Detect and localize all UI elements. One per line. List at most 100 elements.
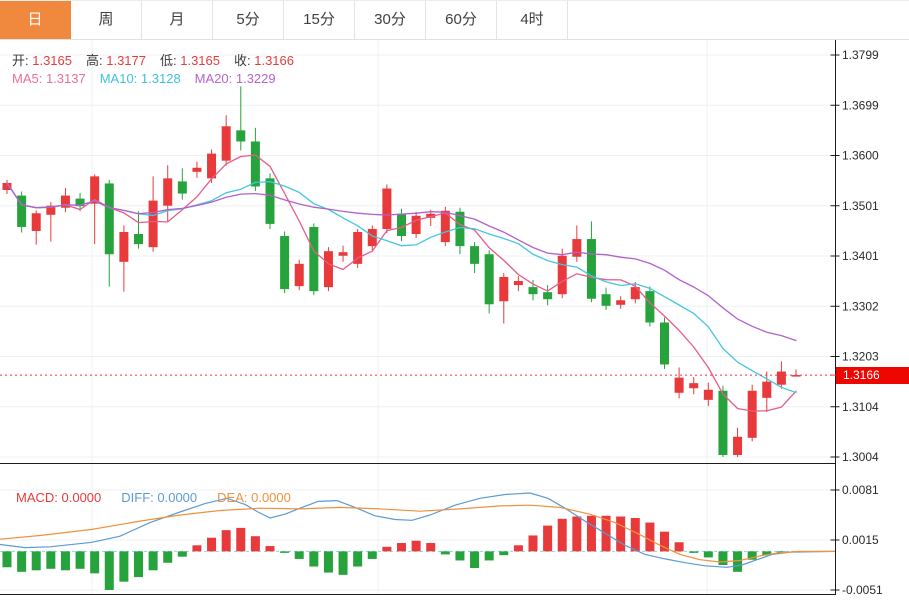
candle-body-up bbox=[338, 252, 348, 256]
candle-body-up bbox=[382, 188, 392, 229]
macd-legend: MACD: 0.0000 DIFF: 0.0000 DEA: 0.0000 bbox=[16, 490, 311, 505]
macd-hist-bar-up bbox=[513, 545, 523, 552]
candle-body-down bbox=[280, 236, 290, 290]
candle-body-down bbox=[470, 246, 480, 264]
macd-hist-bar-down bbox=[31, 551, 41, 571]
tab-period-2[interactable]: 月 bbox=[142, 1, 213, 39]
macd-hist-bar-up bbox=[192, 545, 202, 552]
macd-hist-bar-up bbox=[616, 516, 626, 552]
macd-hist-bar-down bbox=[499, 551, 509, 556]
ohlc-legend-item-3: 收: 1.3166 bbox=[234, 53, 294, 68]
macd-hist-bar-up bbox=[411, 540, 421, 552]
macd-hist-bar-down bbox=[104, 551, 114, 590]
tab-period-7[interactable]: 4时 bbox=[497, 1, 568, 39]
current-price-badge: 1.3166 bbox=[836, 367, 909, 384]
macd-hist-bar-down bbox=[747, 551, 757, 560]
tab-period-3[interactable]: 5分 bbox=[213, 1, 284, 39]
macd-hist-bar-up bbox=[426, 543, 436, 552]
candle-body-down bbox=[718, 390, 728, 455]
macd-hist-bar-down bbox=[689, 551, 699, 553]
ma20-line bbox=[6, 182, 797, 342]
macd-hist-bar-up bbox=[207, 537, 217, 552]
candle-body-up bbox=[163, 178, 173, 206]
candle-body-down bbox=[645, 291, 655, 323]
candle-body-up bbox=[689, 383, 699, 389]
candle-body-up bbox=[499, 276, 509, 302]
macd-hist-bar-down bbox=[718, 551, 728, 565]
ma-legend-item-1: MA10: 1.3128 bbox=[99, 71, 181, 86]
main-axis-label: 1.3501 bbox=[842, 199, 879, 213]
candle-body-up bbox=[46, 205, 56, 215]
candle-body-up bbox=[747, 390, 757, 438]
tab-period-0[interactable]: 日 bbox=[0, 1, 71, 39]
diff-line bbox=[0, 492, 836, 568]
tab-bar: 日周月 5分 15分 30分 60分 4时 bbox=[0, 0, 909, 40]
tab-period-6[interactable]: 60分 bbox=[426, 1, 497, 39]
candle-body-up bbox=[294, 263, 304, 287]
candle-body-down bbox=[455, 211, 465, 247]
tab-period-5[interactable]: 30分 bbox=[355, 1, 426, 39]
main-axis-label: 1.3600 bbox=[842, 149, 879, 163]
macd-hist-bar-down bbox=[75, 551, 85, 569]
candle-body-up bbox=[572, 239, 582, 257]
candle-body-up bbox=[513, 281, 523, 286]
macd-hist-bar-up bbox=[645, 522, 655, 552]
main-axis-label: 1.3203 bbox=[842, 350, 879, 364]
candle-body-up bbox=[192, 167, 202, 172]
macd-hist-bar-up bbox=[586, 515, 596, 552]
macd-hist-bar-down bbox=[294, 551, 304, 559]
ma-legend: MA5: 1.3137 MA10: 1.3128 MA20: 1.3229 bbox=[12, 71, 290, 86]
macd-hist-bar-up bbox=[265, 546, 275, 552]
macd-hist-bar-down bbox=[2, 551, 12, 568]
candle-body-up bbox=[426, 213, 436, 218]
candle-body-up bbox=[221, 126, 231, 161]
candle-body-up bbox=[776, 371, 786, 385]
candle-body-up bbox=[616, 300, 626, 305]
macd-hist-bar-down bbox=[440, 551, 450, 555]
macd-axis-label: 0.0081 bbox=[842, 483, 879, 497]
macd-hist-bar-up bbox=[250, 536, 260, 552]
ohlc-legend-item-0: 开: 1.3165 bbox=[12, 53, 72, 68]
main-axis-label: 1.3302 bbox=[842, 299, 879, 313]
macd-hist-bar-down bbox=[733, 551, 743, 572]
macd-hist-bar-down bbox=[46, 551, 56, 569]
candle-body-down bbox=[586, 239, 596, 299]
macd-hist-bar-down bbox=[163, 551, 173, 563]
candle-body-up bbox=[207, 153, 217, 179]
dea-line bbox=[0, 504, 836, 563]
macd-hist-bar-up bbox=[397, 543, 406, 552]
macd-hist-bar-up bbox=[572, 516, 582, 552]
candle-body-down bbox=[250, 141, 260, 187]
macd-hist-bar-down bbox=[90, 551, 100, 574]
candle-body-up bbox=[762, 381, 772, 398]
candle-body-down bbox=[17, 195, 27, 227]
macd-hist-bar-down bbox=[134, 551, 143, 578]
ma5-line bbox=[6, 154, 797, 412]
ohlc-legend-item-2: 低: 1.3165 bbox=[160, 53, 220, 68]
macd-hist-bar-up bbox=[543, 525, 553, 552]
ma-legend-item-2: MA20: 1.3229 bbox=[194, 71, 276, 86]
macd-axis-label: 0.0015 bbox=[842, 533, 879, 547]
tab-period-1[interactable]: 周 bbox=[71, 1, 142, 39]
candle-body-down bbox=[543, 292, 553, 300]
tab-period-4[interactable]: 15分 bbox=[284, 1, 355, 39]
macd-hist-bar-down bbox=[353, 551, 363, 567]
candle-body-up bbox=[119, 231, 129, 262]
macd-hist-bar-down bbox=[470, 551, 480, 569]
candle-body-up bbox=[791, 375, 801, 377]
macd-hist-bar-down bbox=[119, 551, 129, 582]
ohlc-legend: 开: 1.3165 高: 1.3177 低: 1.3165 收: 1.3166 bbox=[12, 50, 308, 69]
macd-hist-bar-up bbox=[557, 518, 567, 552]
candle-body-down bbox=[177, 181, 187, 194]
macd-legend-item-1: DIFF: 0.0000 bbox=[121, 490, 198, 505]
macd-hist-bar-down bbox=[367, 551, 377, 559]
candle-body-up bbox=[440, 210, 450, 243]
candle-body-down bbox=[601, 294, 611, 306]
candle-body-up bbox=[31, 213, 41, 231]
macd-hist-bar-down bbox=[280, 551, 290, 553]
macd-hist-bar-up bbox=[630, 518, 640, 552]
candle-body-down bbox=[236, 130, 246, 142]
macd-hist-bar-down bbox=[455, 551, 465, 561]
ohlc-legend-item-1: 高: 1.3177 bbox=[86, 53, 146, 68]
candle-body-up bbox=[60, 195, 70, 208]
